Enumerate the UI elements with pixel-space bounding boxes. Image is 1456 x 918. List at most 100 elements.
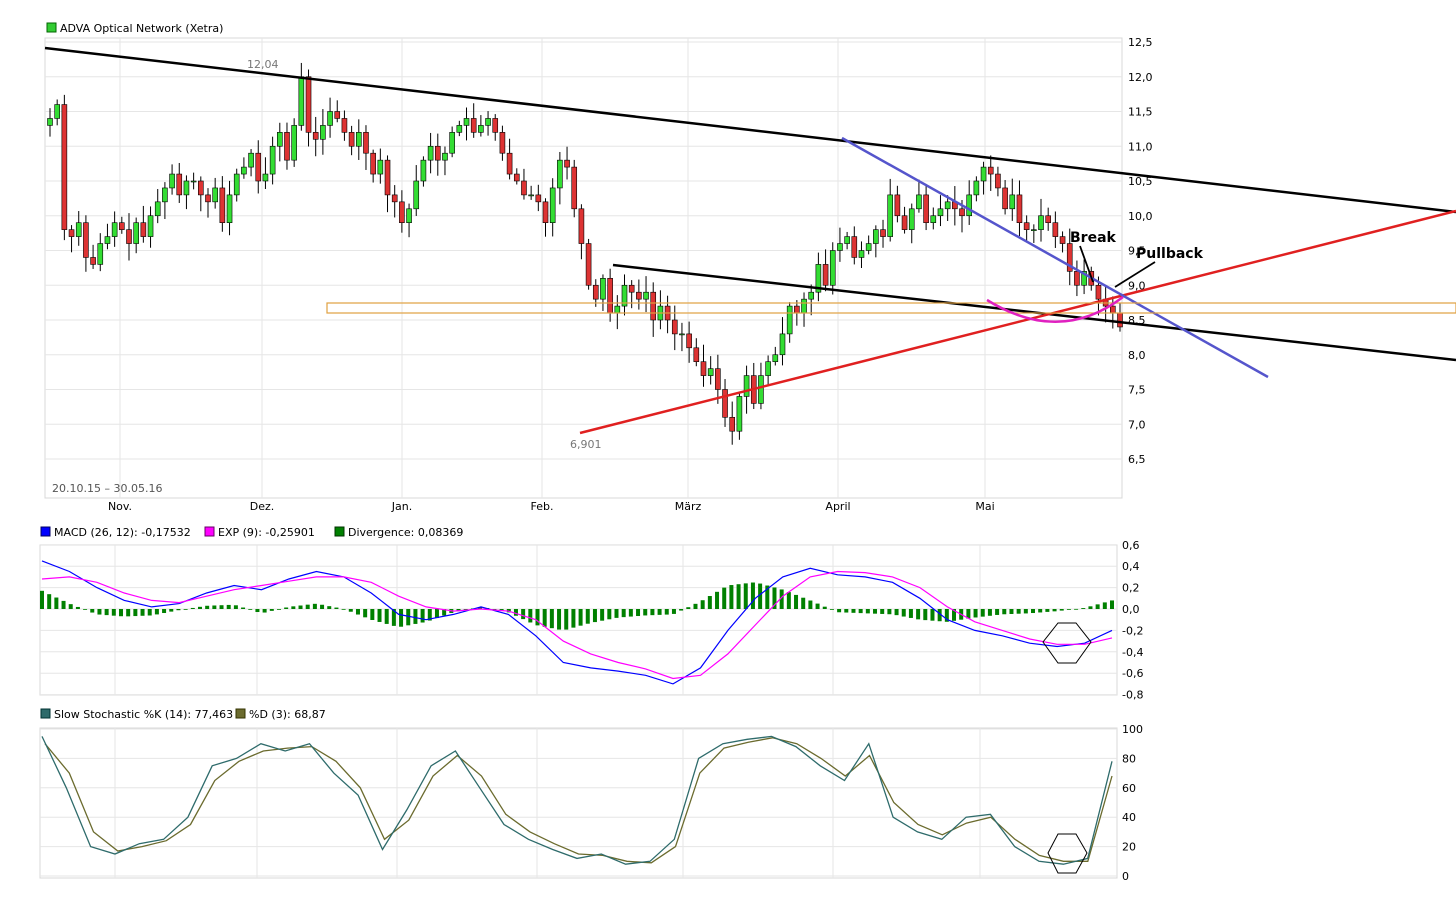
- pullback-arrow: [1114, 261, 1156, 288]
- divergence-bar: [83, 609, 88, 610]
- rounding-bottom-arc: [986, 296, 1124, 323]
- macd-legend-swatch: [40, 526, 51, 537]
- divergence-bar: [68, 604, 73, 609]
- candle-body: [944, 201, 951, 210]
- divergence-bar: [248, 609, 253, 610]
- annotation-break: Break: [1070, 230, 1117, 246]
- divergence-bar: [772, 587, 777, 609]
- divergence-bar: [628, 609, 633, 617]
- divergence-bar: [657, 609, 662, 615]
- divergence-bar: [384, 609, 389, 624]
- divergence-bar: [241, 607, 246, 609]
- divergence-bar: [420, 609, 425, 623]
- candle-body: [162, 187, 168, 203]
- candle-body: [700, 361, 707, 376]
- candle-body: [549, 187, 556, 223]
- candle-body: [413, 180, 420, 210]
- divergence-bar: [341, 608, 346, 610]
- candle-body: [894, 194, 901, 217]
- divergence-bar: [765, 585, 770, 609]
- divergence-bar: [370, 609, 375, 621]
- divergence-bar: [937, 609, 942, 622]
- divergence-bar: [183, 609, 188, 610]
- candle-body: [643, 291, 649, 300]
- divergence-bar: [154, 609, 159, 615]
- price-x-tick-label: Feb.: [531, 500, 554, 513]
- candle-body: [255, 152, 262, 182]
- divergence-bar: [636, 609, 641, 617]
- divergence-bar: [686, 607, 691, 609]
- divergence-bar: [808, 600, 813, 609]
- candle-body: [61, 104, 68, 230]
- candle-body: [370, 152, 376, 175]
- divergence-bar: [801, 597, 806, 609]
- price-x-tick-label: Jan.: [391, 500, 412, 513]
- candle-body: [801, 298, 807, 314]
- divergence-bar: [226, 604, 231, 609]
- divergence-bar: [212, 605, 217, 609]
- candle-body: [377, 159, 384, 175]
- divergence-bar: [1016, 609, 1021, 614]
- price-y-tick-label: 10,0: [1128, 210, 1153, 223]
- candle-body: [614, 305, 621, 314]
- divergence-bar: [176, 609, 181, 611]
- candle-body: [104, 236, 111, 244]
- divergence-bar: [1088, 606, 1093, 609]
- candle-body: [499, 132, 506, 154]
- candle-body: [119, 222, 125, 230]
- divergence-bar: [1110, 600, 1114, 609]
- candle-body: [535, 194, 542, 203]
- price-y-tick-label: 12,5: [1128, 36, 1153, 49]
- divergence-bar: [197, 606, 202, 609]
- candle-body: [305, 76, 312, 133]
- candle-body: [1095, 284, 1102, 300]
- candle-body: [980, 166, 987, 182]
- macd-hexagon-marker: [1042, 622, 1092, 664]
- divergence-bar: [966, 609, 971, 619]
- stochastic-y-tick-label: 60: [1122, 782, 1136, 795]
- divergence-bar: [205, 605, 210, 609]
- candle-body: [442, 152, 448, 161]
- divergence-bar: [894, 609, 899, 616]
- divergence-bar: [923, 609, 928, 621]
- divergence-bar: [557, 609, 562, 630]
- candle-body: [621, 284, 628, 307]
- divergence-bar: [722, 587, 727, 609]
- stochastic-grid: [40, 728, 1117, 878]
- candle-body: [715, 368, 721, 390]
- divergence-bar: [650, 609, 655, 616]
- support-zone: [326, 302, 1456, 314]
- divergence-bar: [1045, 609, 1050, 612]
- support-trendline: [579, 209, 1456, 435]
- macd-grid: [40, 544, 1117, 696]
- exp-legend-label: EXP (9): -0,25901: [218, 526, 315, 539]
- divergence-bar: [715, 591, 720, 609]
- candle-body: [844, 236, 850, 244]
- stochastic-y-axis: 100 80 60 40 20 0: [1122, 723, 1143, 883]
- price-x-tick-label: Mai: [975, 500, 994, 513]
- divergence-bar: [284, 607, 289, 609]
- divergence-bar: [1074, 608, 1079, 610]
- candle-body: [880, 229, 886, 237]
- divergence-bar: [837, 609, 842, 613]
- divergence-bar: [858, 609, 863, 614]
- candle-body: [528, 194, 534, 197]
- candle-body: [154, 201, 161, 217]
- candle-body: [513, 173, 520, 182]
- candle-body: [758, 375, 764, 404]
- candle-body: [1016, 194, 1023, 223]
- macd-signal-line: [41, 570, 1113, 680]
- divergence-bar: [334, 607, 339, 609]
- stochastic-y-tick-label: 20: [1122, 841, 1136, 854]
- stochastic-y-tick-label: 0: [1122, 870, 1129, 883]
- candle-body: [679, 333, 685, 336]
- candle-body: [1052, 222, 1059, 237]
- macd-y-tick-label: -0,8: [1122, 689, 1143, 702]
- candle-body: [291, 125, 297, 161]
- divergence-bar: [707, 596, 712, 609]
- candle-body: [212, 187, 218, 203]
- divergence-bar: [348, 609, 353, 612]
- candle-body: [822, 264, 829, 286]
- candle-body: [557, 159, 563, 189]
- candle-body: [269, 145, 276, 175]
